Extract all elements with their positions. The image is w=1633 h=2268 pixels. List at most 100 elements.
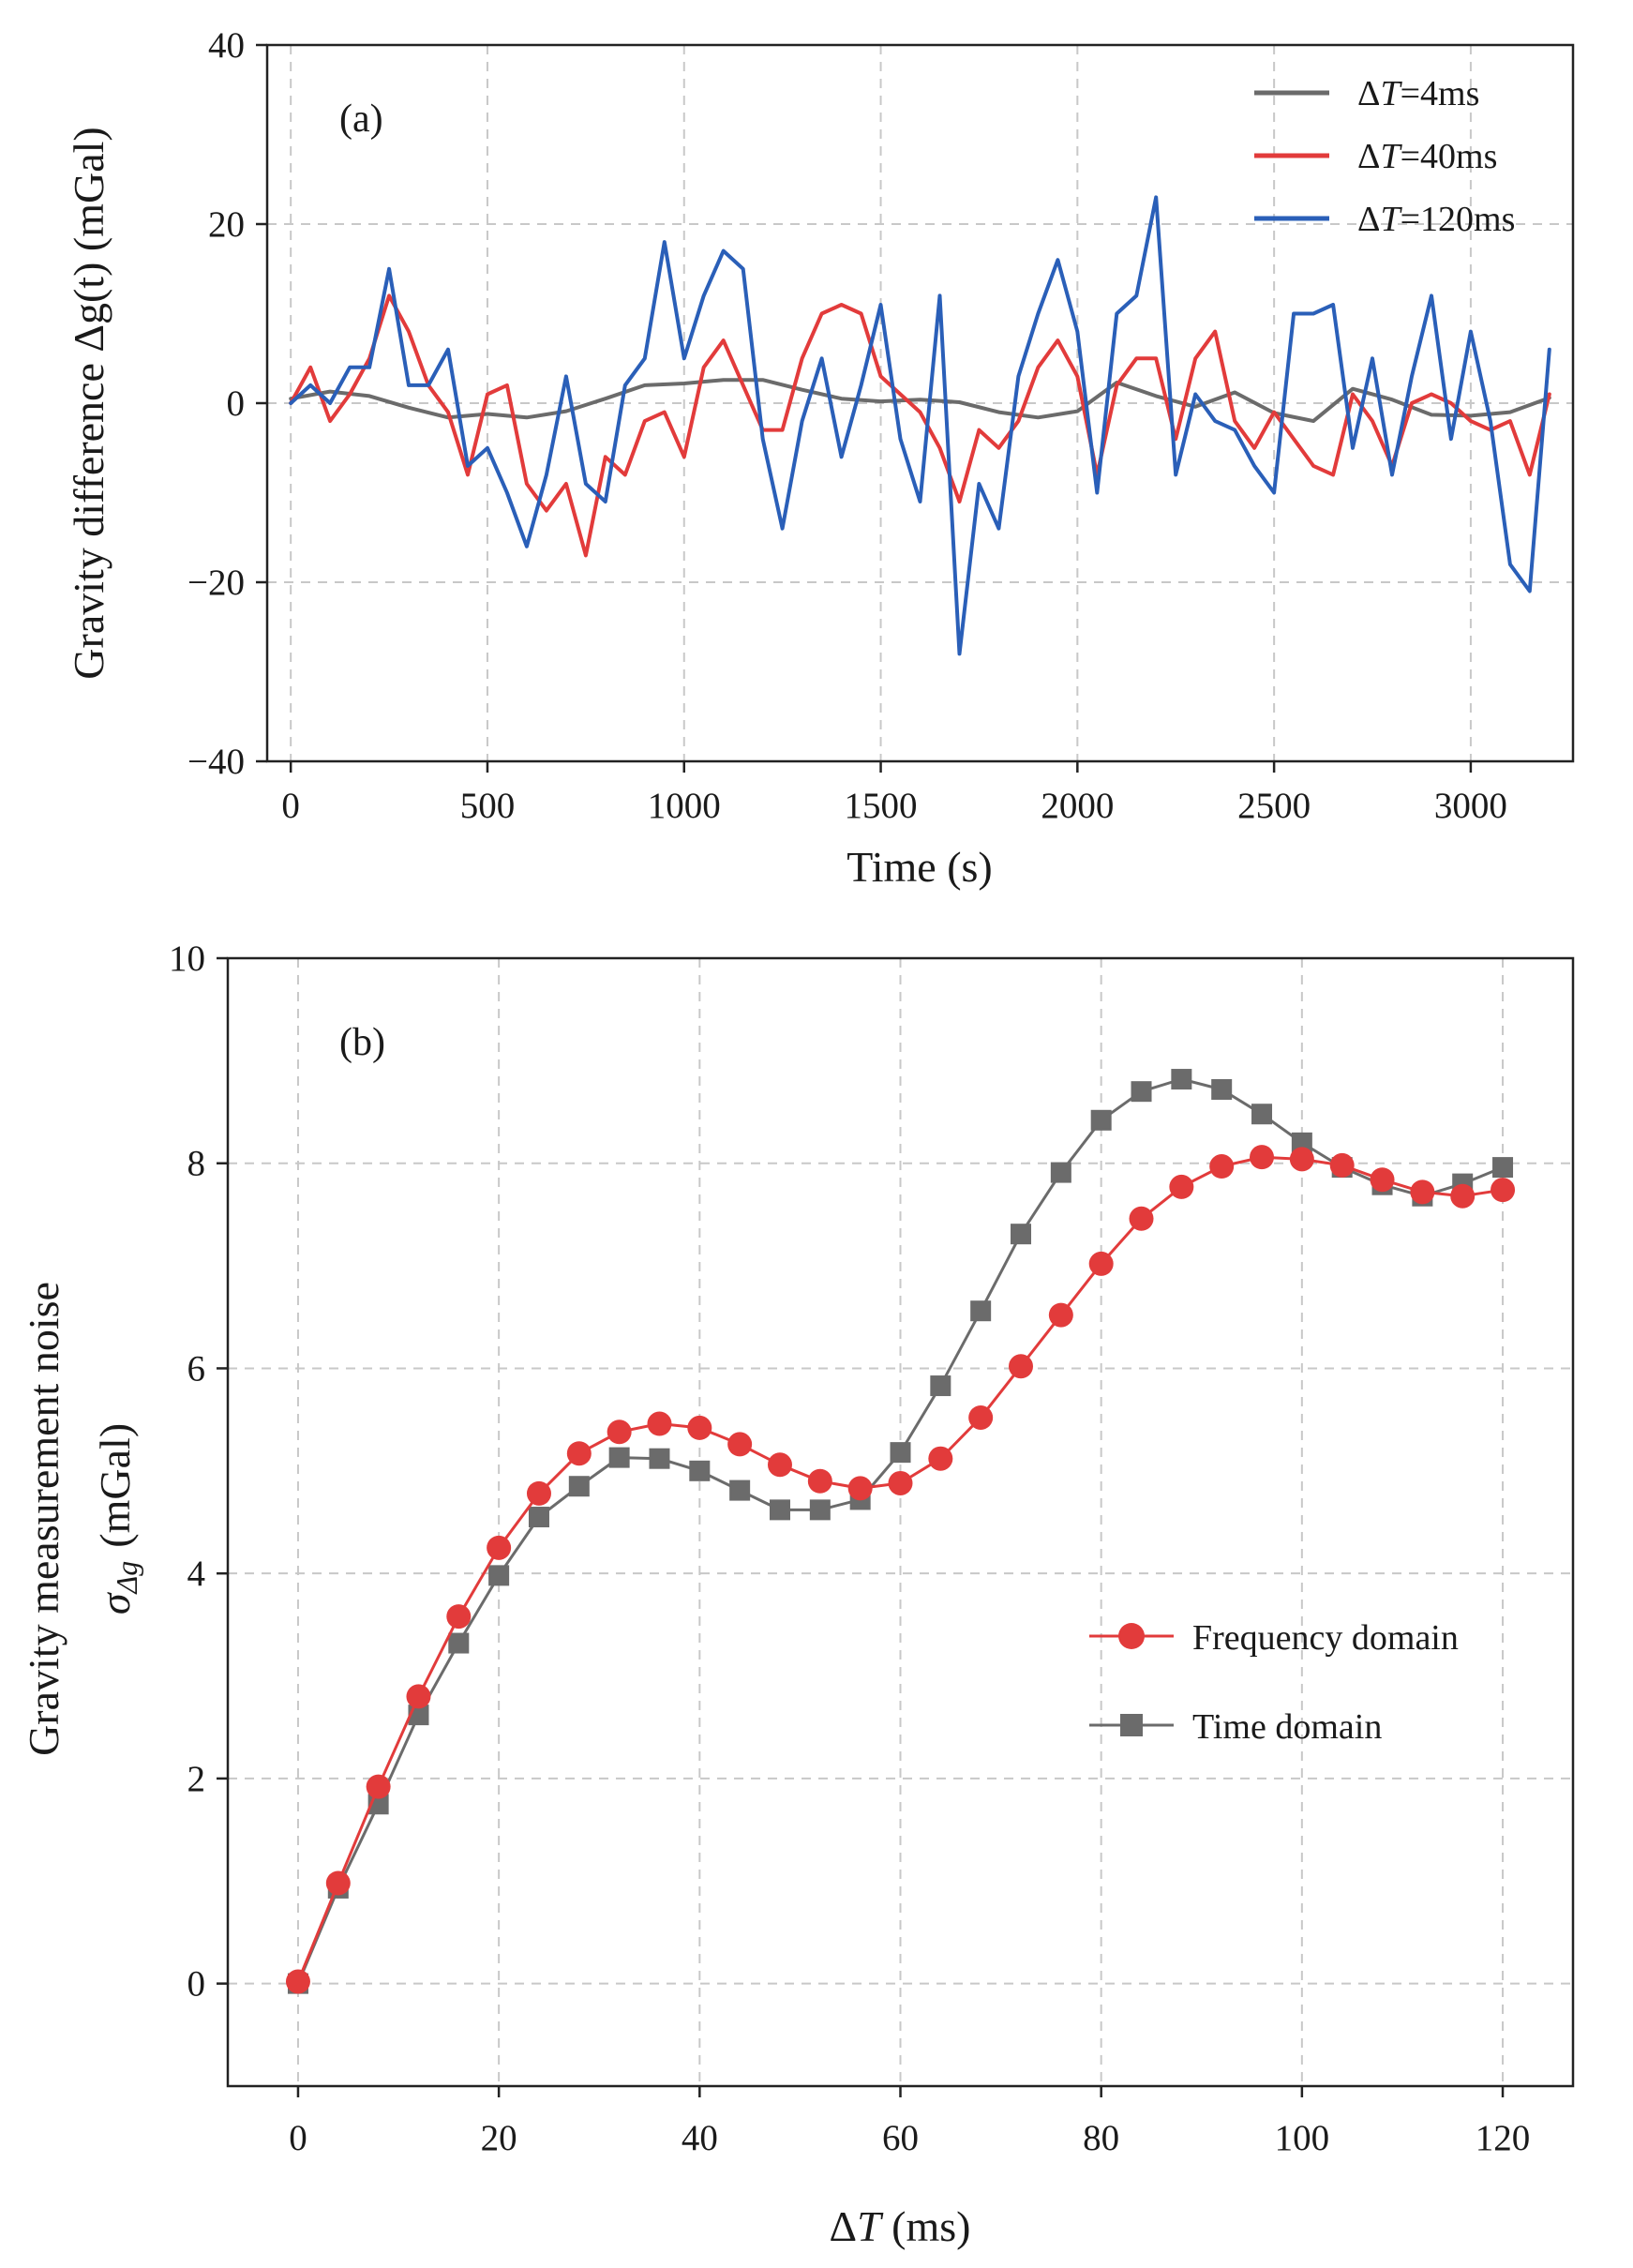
data-point-time-domain (689, 1460, 711, 1481)
data-point-frequency-domain (647, 1411, 672, 1436)
y-tick-label: 20 (208, 204, 245, 245)
data-point-frequency-domain (767, 1452, 792, 1478)
panel-b-ticks: 0 20 40 60 80 100 120 0 2 4 6 8 10 (169, 939, 1530, 2158)
x-tick-label: 2000 (1041, 786, 1114, 826)
data-point-frequency-domain (968, 1404, 994, 1430)
panel-a-legend: ΔT=4ms ΔT=40ms ΔT=120ms (1254, 74, 1515, 239)
x-tick-label: 1000 (648, 786, 721, 826)
data-point-time-domain (1090, 1109, 1112, 1131)
y-tick-label: 6 (187, 1348, 206, 1389)
data-point-time-domain (1131, 1081, 1152, 1103)
legend-label-120ms: ΔT=120ms (1357, 200, 1515, 239)
x-tick-label: 1500 (845, 786, 918, 826)
data-point-time-domain (769, 1499, 790, 1521)
data-point-time-domain (448, 1632, 470, 1654)
data-point-time-domain (1291, 1132, 1312, 1153)
data-point-frequency-domain (1491, 1178, 1516, 1203)
data-point-time-domain (1011, 1224, 1032, 1245)
y-tick-label: −40 (187, 742, 245, 782)
data-point-time-domain (528, 1507, 549, 1528)
data-point-frequency-domain (406, 1684, 431, 1709)
data-point-frequency-domain (1250, 1145, 1275, 1170)
data-point-frequency-domain (607, 1419, 632, 1445)
panel-b-y-axis-title-line2: σΔg(mGal) (91, 1423, 143, 1615)
data-point-frequency-domain (847, 1476, 873, 1501)
data-point-frequency-domain (1370, 1167, 1395, 1193)
data-point-time-domain (488, 1565, 510, 1586)
data-point-time-domain (930, 1375, 951, 1397)
legend-label-40ms: ΔT=40ms (1357, 137, 1497, 176)
legend-label-frequency-domain: Frequency domain (1192, 1618, 1459, 1658)
data-point-frequency-domain (807, 1468, 832, 1494)
data-point-frequency-domain (325, 1870, 351, 1896)
panel-a-series-layer (289, 195, 1551, 656)
panel-b-y-axis-title-line1: Gravity measurement noise (20, 1282, 67, 1756)
data-point-frequency-domain (928, 1446, 953, 1471)
panel-b-legend: Frequency domain Time domain (1089, 1618, 1459, 1747)
panel-b-x-axis-title: ΔT (ms) (829, 2202, 970, 2250)
data-point-time-domain (890, 1442, 911, 1464)
data-point-time-domain (1050, 1162, 1071, 1183)
x-tick-label: 60 (882, 2118, 919, 2158)
data-point-time-domain (1211, 1078, 1233, 1100)
legend-label-4ms: ΔT=4ms (1357, 74, 1479, 113)
y-tick-label: 40 (208, 25, 245, 66)
data-point-time-domain (1251, 1104, 1273, 1125)
legend-marker-time-domain (1120, 1714, 1143, 1736)
y-tick-label: 0 (227, 383, 246, 424)
data-point-frequency-domain (687, 1415, 712, 1440)
series-line-t-40ms (289, 293, 1551, 558)
legend-marker-frequency-domain (1118, 1623, 1145, 1649)
data-point-frequency-domain (727, 1432, 753, 1457)
data-point-time-domain (970, 1300, 992, 1322)
data-point-frequency-domain (1410, 1179, 1435, 1205)
data-point-frequency-domain (1169, 1174, 1194, 1199)
data-point-frequency-domain (526, 1480, 551, 1506)
panel-a-grid (267, 45, 1573, 761)
x-tick-label: 100 (1275, 2118, 1330, 2158)
panel-b-series-layer (285, 1069, 1516, 1994)
data-point-frequency-domain (1048, 1302, 1073, 1328)
x-tick-label: 500 (460, 786, 516, 826)
x-tick-label: 40 (682, 2118, 718, 2158)
data-point-time-domain (729, 1479, 751, 1501)
x-tick-label: 3000 (1434, 786, 1507, 826)
series-line-t-120ms (289, 195, 1551, 656)
y-tick-label: 0 (187, 1964, 206, 2005)
legend-label-time-domain: Time domain (1192, 1707, 1382, 1747)
y-tick-label: 2 (187, 1759, 206, 1799)
y-tick-label: 10 (169, 939, 205, 979)
series-line-t-4ms (289, 378, 1551, 424)
panel-a-label: (a) (339, 98, 383, 141)
x-tick-label: 0 (281, 786, 300, 826)
data-point-frequency-domain (366, 1774, 391, 1799)
panel-b-label: (b) (339, 1021, 385, 1064)
data-point-time-domain (608, 1447, 630, 1468)
y-tick-label: 4 (187, 1554, 206, 1594)
data-point-time-domain (809, 1499, 831, 1521)
data-point-time-domain (1492, 1157, 1514, 1179)
data-point-time-domain (568, 1476, 590, 1497)
data-point-frequency-domain (888, 1470, 913, 1495)
data-point-frequency-domain (1289, 1147, 1314, 1172)
data-point-frequency-domain (1009, 1354, 1034, 1379)
data-point-frequency-domain (566, 1441, 592, 1466)
x-tick-label: 20 (481, 2118, 517, 2158)
data-point-frequency-domain (285, 1969, 310, 1994)
data-point-frequency-domain (1088, 1251, 1114, 1276)
panel-b-grid (228, 958, 1573, 2086)
data-point-frequency-domain (1209, 1154, 1235, 1179)
panel-b-chart: 0 20 40 60 80 100 120 0 2 4 6 8 10 (b) ΔT (ms) Gravi… (20, 939, 1575, 2250)
panel-a-ticks: 0 500 1000 1500 2000 2500 3000 −40 −20 0 20 40 (187, 25, 1507, 826)
data-point-frequency-domain (446, 1604, 472, 1630)
data-point-frequency-domain (1450, 1183, 1476, 1209)
data-point-frequency-domain (1129, 1206, 1154, 1231)
data-point-time-domain (1171, 1069, 1192, 1090)
x-tick-label: 0 (289, 2118, 307, 2158)
data-point-frequency-domain (1329, 1152, 1355, 1178)
data-point-frequency-domain (487, 1535, 512, 1560)
panel-a-y-axis-title: Gravity difference Δg(t) (mGal) (65, 127, 112, 679)
panel-a-x-axis-title: Time (s) (846, 843, 993, 891)
y-tick-label: 8 (187, 1144, 206, 1184)
